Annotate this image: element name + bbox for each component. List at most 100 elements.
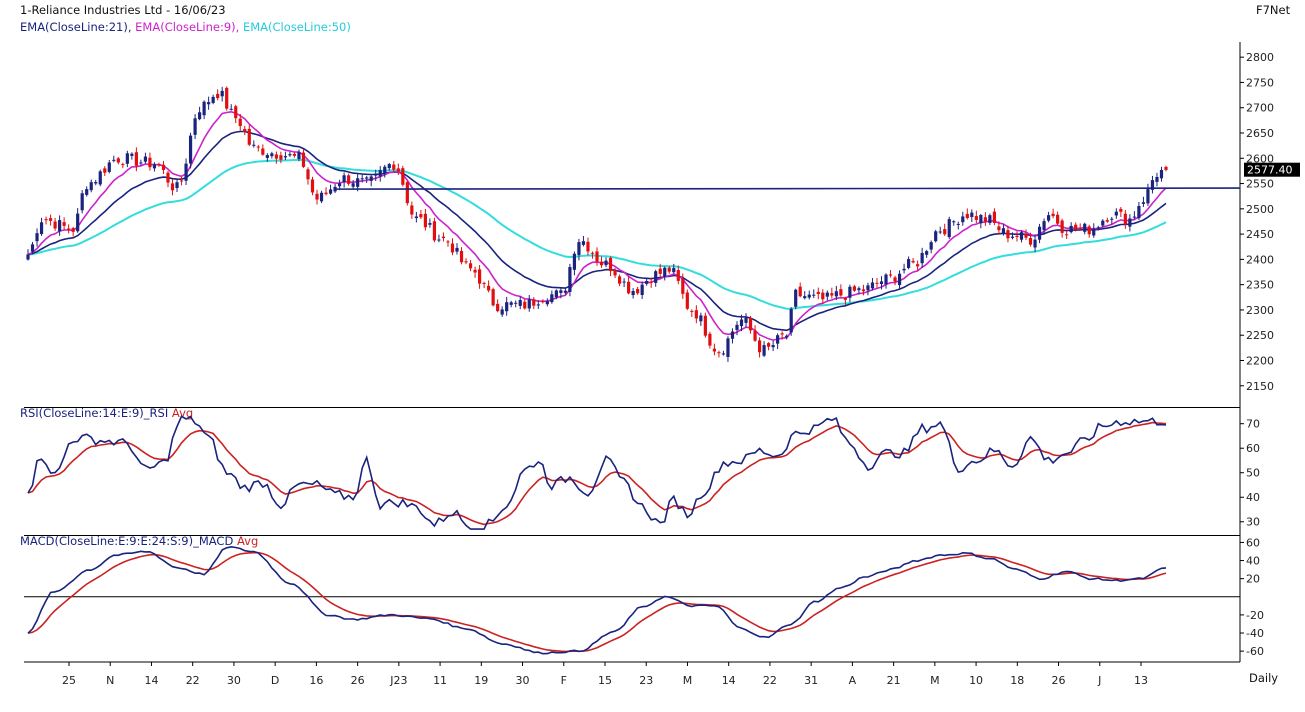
candle-body [500, 309, 504, 315]
candle [762, 341, 766, 357]
candle [360, 173, 364, 183]
candle-body [1096, 227, 1100, 229]
candle [636, 286, 640, 295]
candle-body [834, 291, 838, 297]
candle-body [798, 286, 802, 297]
rsi-title: RSI(CloseLine:14:E:9)_RSI [20, 406, 169, 420]
candle [387, 162, 391, 171]
candle-body [161, 164, 166, 170]
macd-avg-line [27, 551, 1167, 653]
candle-body [446, 241, 450, 243]
candle [586, 237, 590, 256]
candle-body [992, 211, 996, 223]
candle-body [121, 164, 125, 166]
candle [645, 277, 649, 286]
candle-body [739, 319, 744, 327]
candle-body [310, 179, 315, 193]
candle [1015, 231, 1019, 242]
candle [1110, 216, 1114, 225]
candle [505, 296, 509, 316]
ema21-legend: EMA(CloseLine:21), [20, 20, 132, 34]
candle [297, 149, 301, 162]
x-tick-label: 26 [351, 674, 365, 687]
candle-body [211, 96, 215, 103]
candle-body [374, 173, 378, 176]
candle [482, 281, 486, 289]
candle-body [1114, 211, 1118, 216]
candle [71, 226, 75, 237]
candle [721, 350, 726, 356]
candle-body [85, 189, 89, 195]
candle-body [1105, 220, 1109, 222]
ema9-legend: EMA(CloseLine:9), [135, 20, 240, 34]
candle [30, 241, 35, 255]
candle-body [401, 168, 405, 185]
last-price-box [1244, 162, 1300, 177]
candle [1137, 202, 1141, 221]
x-tick-label: A [849, 674, 857, 687]
candle-body [26, 254, 30, 260]
period-label: Daily [1249, 671, 1279, 685]
candle-body [139, 162, 143, 164]
candle-body [306, 169, 310, 180]
candle-body [279, 155, 283, 160]
candle-body [604, 260, 608, 266]
candle [970, 209, 974, 223]
candle-body [1155, 176, 1159, 182]
candle [80, 190, 84, 214]
candle [107, 159, 111, 174]
macd-tick-label: 60 [1246, 536, 1260, 549]
candle [649, 277, 653, 288]
candle [857, 286, 861, 295]
candle-body [356, 178, 360, 187]
candle [261, 144, 265, 156]
rsi-tick-label: 30 [1246, 516, 1260, 529]
candle-body [1146, 189, 1150, 204]
candle [1033, 234, 1037, 252]
x-tick-label: 15 [598, 674, 612, 687]
candle-body [965, 213, 969, 219]
candle [1019, 230, 1024, 243]
candle [279, 151, 283, 164]
candle-body [35, 233, 39, 242]
price-tick-label: 2150 [1246, 380, 1274, 393]
candle-body [301, 152, 306, 167]
rsi-line [27, 415, 1167, 530]
candle-body [816, 291, 820, 295]
candle [247, 124, 251, 147]
candle [477, 265, 482, 289]
macd-tick-label: 40 [1246, 555, 1260, 568]
rsi-tick-label: 50 [1246, 467, 1260, 480]
candle [961, 211, 965, 226]
ema9-path [27, 110, 1167, 341]
candle [274, 151, 278, 164]
candle-body [473, 269, 477, 273]
candle-body [888, 274, 893, 276]
candle [1123, 210, 1127, 229]
candle-body [1037, 226, 1042, 240]
candle [39, 217, 44, 236]
candle-body [170, 183, 175, 191]
candle [1060, 218, 1064, 238]
x-tick-label: 22 [186, 674, 200, 687]
candle-body [947, 219, 951, 238]
candle-body [387, 164, 391, 169]
candle [906, 256, 911, 270]
candle-body [1019, 232, 1024, 240]
candle-body [112, 159, 116, 161]
candle [374, 169, 378, 182]
candle [938, 226, 942, 235]
candle [410, 201, 414, 219]
candle-body [523, 301, 527, 309]
candle [1146, 183, 1150, 206]
candle [726, 336, 730, 362]
candle [487, 280, 491, 293]
candle [225, 86, 229, 111]
candle-body [1123, 213, 1127, 225]
candle-body [825, 292, 829, 297]
candle [771, 340, 775, 352]
candle [1164, 165, 1168, 172]
candle-body [627, 281, 631, 294]
candle [794, 288, 798, 310]
